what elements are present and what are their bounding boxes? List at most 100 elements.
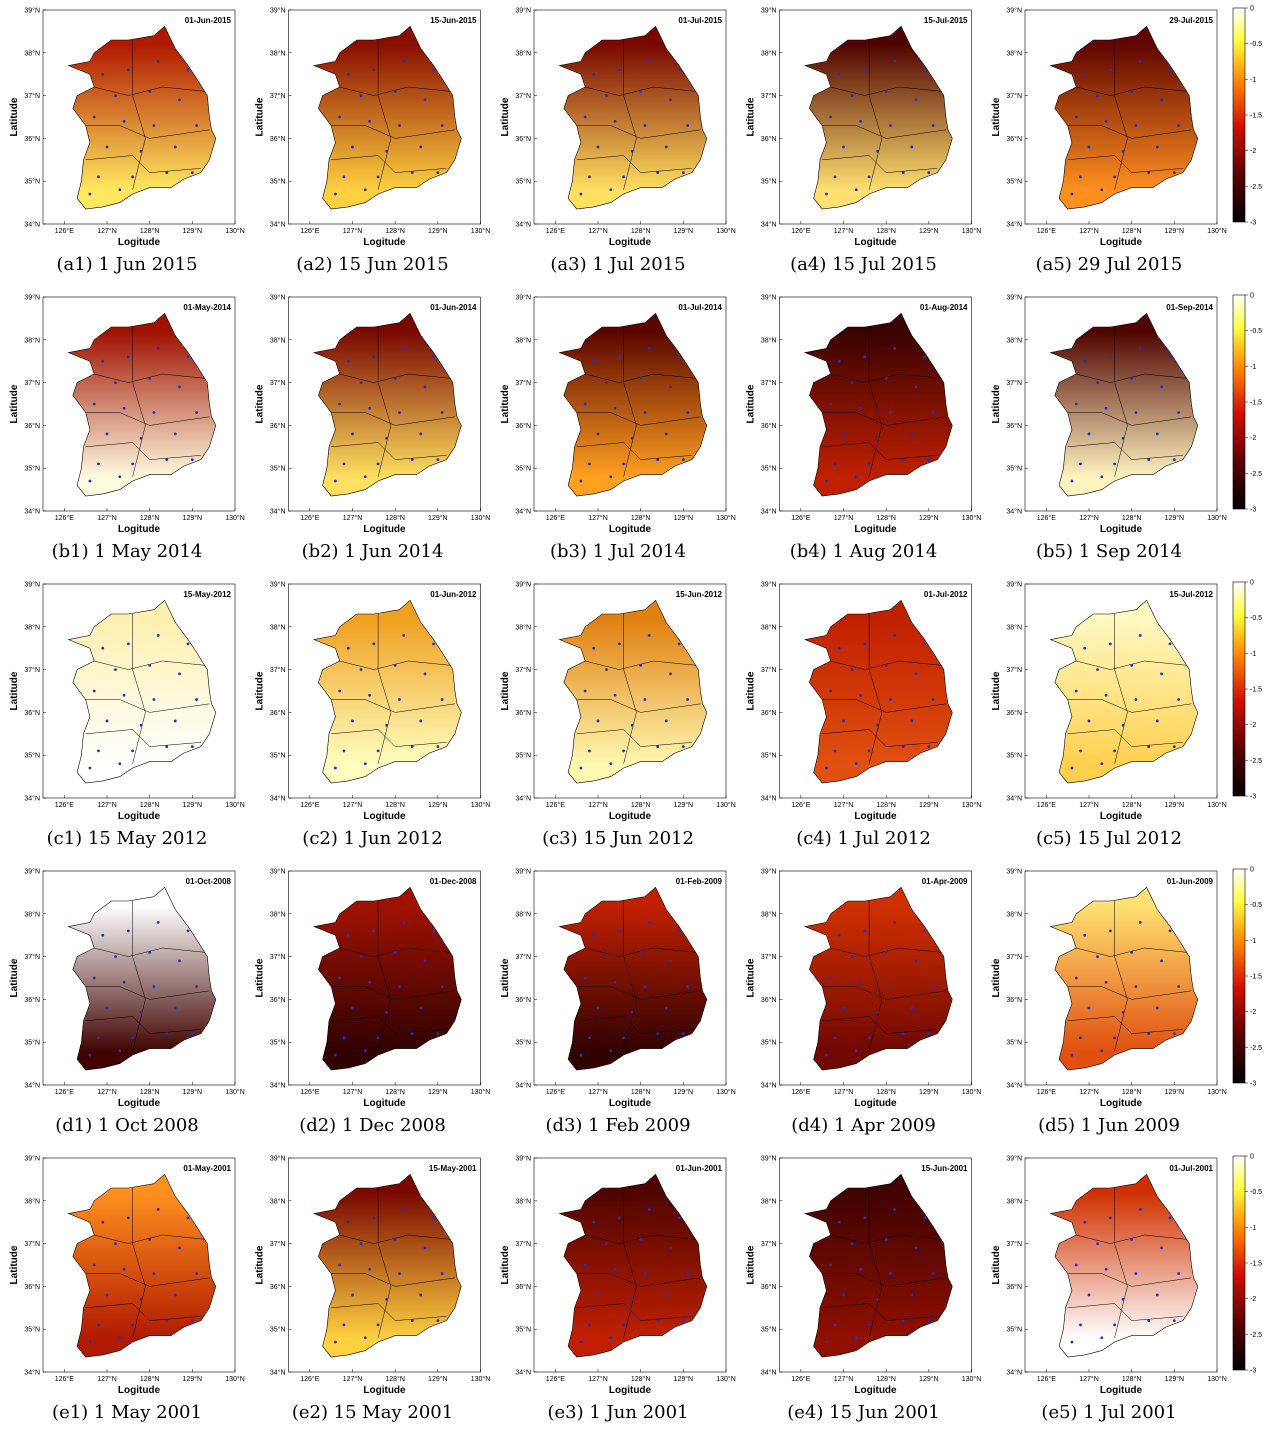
station [131, 749, 135, 753]
panel-date: 01-Feb-2009 [676, 877, 723, 886]
korea-map [804, 599, 953, 784]
panel-caption: (c1) 15 May 2012 [47, 828, 208, 849]
y-tick-label: 38°N [24, 49, 40, 57]
station [910, 432, 914, 436]
x-axis-label: Logitude [118, 1098, 161, 1109]
x-tick-label: 127°N [1079, 227, 1099, 235]
station [436, 171, 440, 175]
province-border [576, 125, 701, 139]
station [139, 723, 143, 727]
station [854, 1336, 858, 1340]
x-tick-label: 128°N [140, 801, 160, 809]
panel-caption: (d4) 1 Apr 2009 [791, 1115, 936, 1136]
map-panel: 39°N 38°N 37°N 36°N 35°N 34°N 126°E 127°N 128°N 1… [746, 581, 982, 850]
y-tick-label: 36°N [761, 709, 777, 717]
y-tick-label: 36°N [24, 709, 40, 717]
colorbar-tick-label: -2 [1250, 1009, 1256, 1016]
station [338, 115, 342, 119]
y-axis-label: Latitude [255, 97, 266, 136]
station [410, 171, 414, 175]
x-tick-label: 129°N [428, 1088, 448, 1096]
y-tick-label: 37°N [761, 92, 777, 100]
korea-map [1049, 599, 1199, 784]
station [854, 762, 858, 766]
station [190, 745, 194, 749]
station [1155, 1006, 1159, 1010]
y-axis-label: Latitude [255, 384, 266, 423]
station [419, 719, 423, 723]
station [1147, 745, 1151, 749]
station [656, 458, 660, 462]
y-tick-label: 34°N [24, 508, 40, 516]
y-axis-label: Latitude [991, 1245, 1002, 1284]
province-border [132, 326, 146, 477]
panel-date: 01-Sep-2014 [1166, 303, 1213, 312]
province-border [1067, 442, 1183, 460]
station [372, 929, 376, 933]
map-panel: 39°N 38°N 37°N 36°N 35°N 34°N 126°E 127°N 128°N 1… [746, 294, 982, 563]
station [385, 723, 389, 727]
station [1108, 642, 1112, 646]
province-border [1067, 729, 1183, 747]
station [351, 1293, 354, 1297]
map-panel: 39°N 38°N 37°N 36°N 35°N 34°N 126°E 127°N 128°N 1… [255, 7, 491, 276]
x-tick-label: 130°N [962, 227, 982, 235]
station [398, 698, 401, 701]
y-tick-label: 38°N [24, 1197, 40, 1205]
station [114, 668, 117, 671]
station [863, 355, 867, 359]
station [1074, 402, 1078, 406]
station [677, 642, 681, 646]
y-tick-label: 34°N [1006, 795, 1022, 803]
y-tick-label: 36°N [1006, 996, 1022, 1004]
province-border [1067, 986, 1192, 1000]
station [1087, 719, 1091, 723]
colorbar-tick-label: 0 [1250, 6, 1254, 13]
korea-map [558, 886, 708, 1071]
station [393, 1237, 397, 1241]
station [867, 1323, 871, 1327]
x-tick-label: 130°N [225, 1088, 245, 1096]
station [92, 402, 96, 406]
station [195, 411, 199, 414]
y-tick-label: 34°N [270, 1369, 286, 1377]
station [351, 1006, 354, 1010]
x-tick-label: 127°N [1079, 801, 1099, 809]
station [837, 933, 841, 937]
station [583, 402, 587, 406]
station [195, 698, 199, 701]
korea-map [313, 886, 462, 1071]
korea-map [558, 1173, 708, 1358]
y-tick-label: 37°N [1006, 953, 1022, 961]
station [1168, 642, 1172, 646]
x-tick-label: 130°N [1207, 514, 1227, 522]
y-axis-label: Latitude [500, 958, 511, 997]
x-tick-label: 129°N [919, 1088, 939, 1096]
station [884, 89, 888, 93]
province-border [377, 613, 392, 764]
station [88, 479, 92, 483]
station [592, 1220, 596, 1224]
station [126, 642, 130, 646]
panel-date: 15-Jul-2015 [924, 16, 968, 25]
station [609, 1049, 613, 1053]
x-tick-label: 127°N [588, 1088, 608, 1096]
station [105, 432, 109, 436]
station [346, 359, 350, 363]
y-tick-label: 34°N [24, 1369, 40, 1377]
map-panel: 39°N 38°N 37°N 36°N 35°N 34°N 126°E 127°N 128°N 1… [9, 7, 245, 276]
station [588, 749, 591, 753]
station [88, 1053, 92, 1057]
x-axis-label: Logitude [609, 811, 652, 822]
x-tick-label: 126°E [300, 801, 319, 809]
province-border [822, 1016, 938, 1034]
station [914, 672, 918, 676]
map-panel: 39°N 38°N 37°N 36°N 35°N 34°N 126°E 127°N 128°N 1… [500, 7, 736, 276]
station [914, 98, 918, 102]
panel-caption: (d5) 1 Jun 2009 [1038, 1115, 1180, 1136]
station [1134, 985, 1138, 988]
station [1079, 462, 1082, 466]
colorbar-tick-label: -3 [1250, 1368, 1256, 1375]
y-tick-label: 36°N [24, 1283, 40, 1291]
